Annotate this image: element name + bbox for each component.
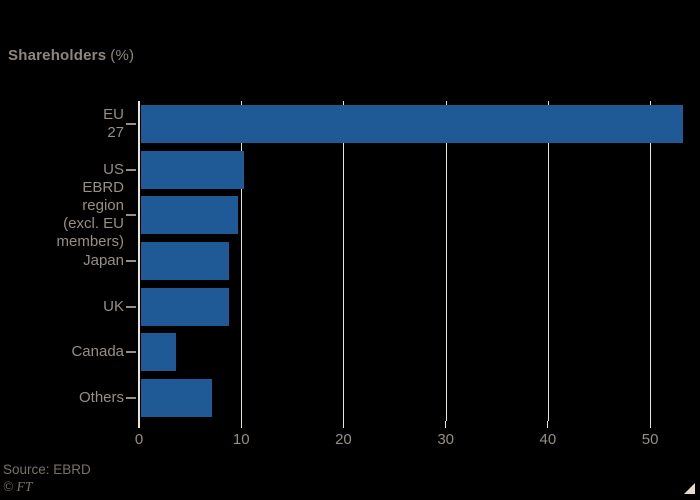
footer: Source: EBRD © FT	[3, 461, 91, 495]
category-label: Japan	[83, 252, 124, 270]
x-tick-label-0: 0	[134, 431, 144, 448]
bar-canada	[141, 333, 176, 372]
category-tick	[126, 260, 136, 263]
bar-row: EU 27	[103, 101, 691, 147]
plot-area: EU 27 US EBRD region (excl. EU members) Jap…	[56, 101, 691, 421]
expand-triangle-icon	[684, 483, 695, 494]
bar-row: US	[103, 147, 691, 193]
x-tick-30	[445, 421, 447, 428]
chart-title-text: Shareholders	[8, 47, 107, 64]
x-tick-40	[547, 421, 549, 428]
bar-ebrd-region	[141, 196, 239, 235]
y-axis-line	[138, 101, 140, 421]
category-label: US	[103, 160, 124, 178]
category-tick	[126, 305, 136, 308]
x-tick-0	[138, 421, 140, 428]
gridline-50	[650, 101, 652, 421]
gridline-10	[241, 101, 243, 421]
bar-row: Japan	[83, 238, 691, 284]
bar-japan	[141, 242, 229, 281]
category-label: EBRD region (excl. EU members)	[56, 179, 124, 251]
bar-row: UK	[103, 284, 691, 330]
bar-us	[141, 150, 245, 189]
category-tick	[126, 214, 136, 217]
bar-others	[141, 379, 212, 418]
x-axis: 0 10 20 30 40 50	[135, 421, 691, 461]
x-tick-50	[649, 421, 651, 428]
category-tick	[126, 122, 136, 125]
bar-row: Others	[79, 375, 691, 421]
category-label: UK	[103, 297, 124, 315]
bar-row: Canada	[71, 330, 691, 376]
x-tick-20	[342, 421, 344, 428]
x-tick-label-40: 40	[539, 431, 557, 448]
chart-title: Shareholders (%)	[8, 47, 134, 64]
bar-eu-27	[141, 104, 683, 143]
category-tick	[126, 351, 136, 354]
category-tick	[126, 397, 136, 400]
x-tick-label-20: 20	[335, 431, 352, 448]
category-tick	[126, 168, 136, 171]
category-label: Canada	[71, 343, 124, 361]
gridline-30	[445, 101, 447, 421]
x-tick-label-10: 10	[232, 431, 250, 448]
gridline-40	[547, 101, 549, 421]
x-tick-10	[240, 421, 242, 428]
bar-row: EBRD region (excl. EU members)	[56, 179, 691, 250]
x-tick-label-50: 50	[641, 431, 659, 448]
gridline-20	[343, 101, 345, 421]
bar-uk	[141, 287, 229, 326]
category-label: EU 27	[103, 105, 124, 141]
chart-title-unit: (%)	[110, 47, 135, 64]
source-label: Source: EBRD	[3, 462, 91, 477]
ft-credit: © FT	[3, 479, 33, 494]
bar-rows: EU 27 US EBRD region (excl. EU members) Jap…	[56, 101, 691, 421]
x-tick-label-30: 30	[437, 431, 454, 448]
category-label: Others	[78, 389, 124, 407]
